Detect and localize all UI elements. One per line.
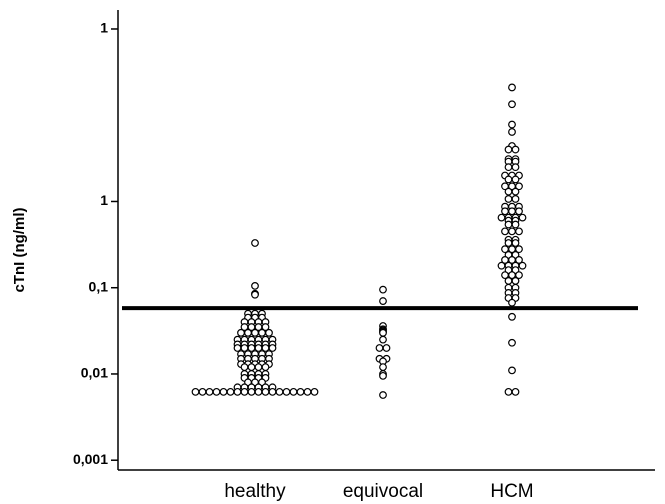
y-tick-label: 0,001	[73, 451, 108, 467]
dot	[268, 387, 277, 396]
dot	[244, 328, 252, 337]
dot	[198, 387, 207, 396]
dot	[515, 182, 523, 191]
dot	[504, 175, 513, 184]
dot	[303, 387, 312, 396]
dot	[382, 344, 391, 352]
dot	[508, 128, 516, 136]
dot	[497, 261, 506, 270]
dot	[379, 297, 387, 305]
dot	[518, 261, 527, 270]
dot	[205, 387, 214, 396]
dot	[212, 387, 221, 396]
dot	[511, 276, 520, 285]
dot	[508, 227, 516, 236]
dot	[379, 335, 387, 344]
dot	[261, 363, 270, 372]
dot	[310, 387, 319, 396]
y-tick-label: 0,01	[81, 365, 108, 381]
dot	[233, 387, 242, 396]
dot	[515, 227, 523, 236]
x-tick-label: equivocal	[343, 481, 423, 502]
dot	[511, 145, 520, 154]
dot	[261, 323, 270, 331]
dot	[233, 344, 242, 352]
dot	[251, 281, 259, 290]
dot	[268, 344, 277, 352]
y-tick-label: 1	[100, 20, 108, 36]
dot	[504, 145, 513, 154]
dot	[508, 366, 516, 375]
dot	[515, 207, 523, 216]
dot	[508, 338, 516, 347]
dot	[296, 387, 305, 396]
dot	[261, 387, 270, 396]
dot	[511, 220, 520, 229]
dot	[511, 387, 520, 396]
dot	[515, 256, 523, 264]
x-tick-label: HCM	[490, 481, 533, 502]
dot	[247, 363, 256, 372]
dot	[504, 195, 513, 203]
dot	[508, 312, 516, 321]
dot	[508, 83, 516, 92]
dot	[379, 328, 387, 337]
dot	[518, 213, 527, 222]
dot	[251, 290, 259, 299]
dot	[254, 344, 263, 352]
dot	[504, 187, 513, 196]
dot	[261, 344, 270, 352]
dot	[247, 387, 256, 396]
dot	[511, 195, 520, 203]
dot	[504, 239, 513, 247]
dot	[511, 239, 520, 247]
dot	[254, 363, 263, 372]
dot	[379, 363, 387, 372]
dot	[247, 344, 256, 352]
dot	[508, 298, 516, 307]
dot	[515, 271, 523, 280]
dot	[289, 387, 298, 396]
x-tick-label: healthy	[224, 481, 286, 502]
dot	[501, 227, 509, 236]
dot	[511, 175, 520, 184]
dot	[504, 276, 513, 285]
dot	[275, 387, 284, 396]
dot	[504, 220, 513, 229]
dot	[508, 207, 516, 216]
dot	[375, 344, 384, 352]
y-axis-label: cTnI (ng/ml)	[11, 208, 28, 293]
dot	[501, 207, 509, 216]
dot	[226, 387, 235, 396]
dot	[254, 387, 263, 396]
dot	[515, 245, 523, 254]
dot	[258, 328, 266, 337]
dot	[219, 387, 228, 396]
dot	[379, 391, 387, 399]
dot	[497, 213, 506, 222]
dot	[265, 328, 273, 337]
dot	[504, 387, 513, 396]
dot	[191, 387, 200, 396]
dot	[251, 328, 259, 337]
dot	[240, 344, 249, 352]
dot	[251, 239, 259, 247]
y-tick-label: 1	[100, 192, 108, 208]
dot	[282, 387, 291, 396]
dot	[511, 163, 520, 172]
dot	[508, 100, 516, 109]
dot	[240, 363, 249, 372]
dot	[237, 328, 245, 337]
dot	[240, 387, 249, 396]
dot	[504, 163, 513, 172]
dot	[379, 371, 387, 380]
dot	[511, 187, 520, 196]
dot	[508, 120, 516, 129]
dot	[379, 285, 387, 294]
y-tick-label: 0,1	[89, 278, 109, 294]
